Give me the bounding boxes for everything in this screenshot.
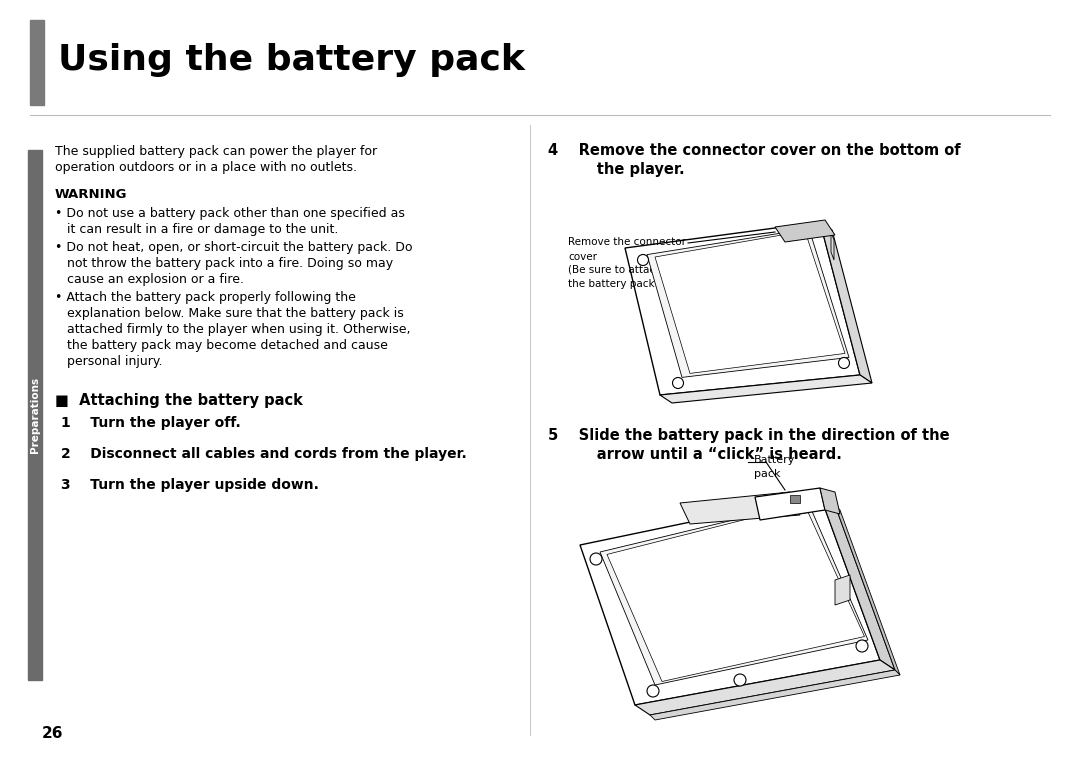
- Polygon shape: [820, 495, 895, 670]
- Polygon shape: [654, 231, 845, 373]
- Text: operation outdoors or in a place with no outlets.: operation outdoors or in a place with no…: [55, 161, 357, 174]
- Bar: [30, 20, 44, 105]
- Text: the battery pack is not attached.): the battery pack is not attached.): [568, 279, 744, 289]
- Polygon shape: [820, 488, 840, 514]
- Text: 1    Turn the player off.: 1 Turn the player off.: [60, 416, 241, 430]
- Text: Preparations: Preparations: [30, 377, 40, 453]
- Circle shape: [800, 227, 811, 237]
- Text: the battery pack may become detached and cause: the battery pack may become detached and…: [55, 339, 388, 352]
- Circle shape: [798, 501, 810, 513]
- Polygon shape: [625, 222, 860, 395]
- Text: personal injury.: personal injury.: [55, 355, 162, 368]
- Text: • Do not use a battery pack other than one specified as: • Do not use a battery pack other than o…: [55, 207, 405, 220]
- Polygon shape: [607, 504, 864, 681]
- Text: 5    Slide the battery pack in the direction of the: 5 Slide the battery pack in the directio…: [548, 428, 949, 443]
- Text: WARNING: WARNING: [55, 188, 127, 201]
- Text: pack: pack: [754, 469, 781, 479]
- Text: The supplied battery pack can power the player for: The supplied battery pack can power the …: [55, 145, 377, 158]
- Polygon shape: [647, 229, 849, 378]
- Circle shape: [856, 640, 868, 652]
- Polygon shape: [660, 375, 872, 403]
- Polygon shape: [650, 670, 900, 720]
- Text: 26: 26: [42, 726, 64, 741]
- Text: (Be sure to attach it whenever: (Be sure to attach it whenever: [568, 265, 727, 275]
- Circle shape: [673, 378, 684, 388]
- Polygon shape: [835, 505, 900, 675]
- Polygon shape: [820, 222, 872, 383]
- Polygon shape: [775, 220, 835, 242]
- Bar: [28, 150, 42, 680]
- Polygon shape: [600, 502, 868, 685]
- Text: not throw the battery pack into a fire. Doing so may: not throw the battery pack into a fire. …: [55, 257, 393, 270]
- Circle shape: [590, 553, 602, 565]
- Polygon shape: [831, 232, 834, 260]
- Text: ■  Attaching the battery pack: ■ Attaching the battery pack: [55, 393, 302, 408]
- Text: 4    Remove the connector cover on the bottom of: 4 Remove the connector cover on the bott…: [548, 143, 960, 158]
- Circle shape: [637, 255, 648, 266]
- Polygon shape: [635, 660, 895, 715]
- Polygon shape: [835, 575, 850, 605]
- Text: cover: cover: [568, 252, 597, 262]
- Text: arrow until a “click” is heard.: arrow until a “click” is heard.: [566, 447, 842, 462]
- Text: cause an explosion or a fire.: cause an explosion or a fire.: [55, 273, 244, 286]
- Text: 2    Disconnect all cables and cords from the player.: 2 Disconnect all cables and cords from t…: [60, 447, 467, 461]
- Circle shape: [734, 674, 746, 686]
- Text: explanation below. Make sure that the battery pack is: explanation below. Make sure that the ba…: [55, 307, 404, 320]
- Text: 3    Turn the player upside down.: 3 Turn the player upside down.: [60, 478, 319, 492]
- Bar: [789, 495, 800, 503]
- Text: • Attach the battery pack properly following the: • Attach the battery pack properly follo…: [55, 291, 356, 304]
- Text: Remove the connector: Remove the connector: [568, 237, 686, 247]
- Text: Using the battery pack: Using the battery pack: [58, 43, 525, 77]
- Circle shape: [838, 358, 850, 369]
- Circle shape: [647, 685, 659, 697]
- Text: • Do not heat, open, or short-circuit the battery pack. Do: • Do not heat, open, or short-circuit th…: [55, 241, 413, 254]
- Text: the player.: the player.: [566, 162, 685, 177]
- Polygon shape: [680, 492, 800, 524]
- Text: attached firmly to the player when using it. Otherwise,: attached firmly to the player when using…: [55, 323, 410, 336]
- Polygon shape: [580, 495, 880, 705]
- Text: Battery: Battery: [754, 455, 795, 465]
- Polygon shape: [755, 488, 825, 520]
- Text: it can result in a fire or damage to the unit.: it can result in a fire or damage to the…: [55, 223, 338, 236]
